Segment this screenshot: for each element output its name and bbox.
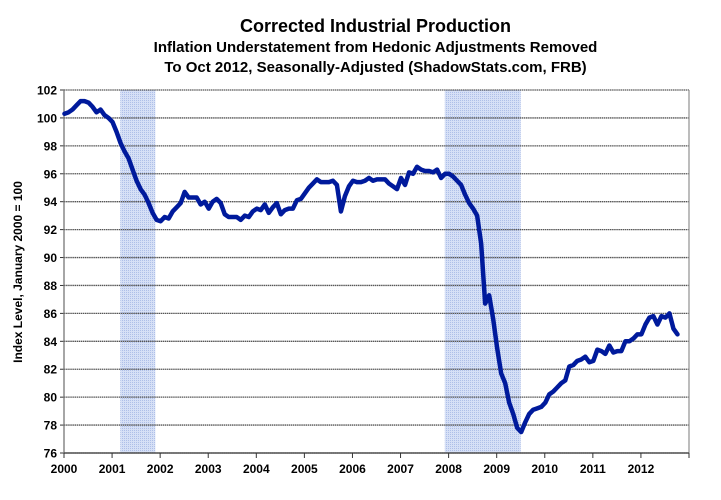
y-tick-label: 84 (44, 335, 58, 349)
y-tick-label: 90 (44, 251, 58, 265)
y-tick-label: 78 (44, 419, 58, 433)
y-tick-label: 76 (44, 447, 58, 461)
y-tick-label: 86 (44, 307, 58, 321)
y-tick-label: 94 (44, 195, 58, 209)
x-tick-label: 2003 (195, 462, 222, 476)
x-tick-label: 2004 (243, 462, 270, 476)
y-tick-label: 88 (44, 279, 58, 293)
x-tick-label: 2012 (628, 462, 655, 476)
x-tick-label: 2008 (435, 462, 462, 476)
chart-title: Corrected Industrial Production (239, 16, 512, 36)
x-tick-label: 2011 (580, 462, 606, 476)
recession-band (120, 90, 156, 453)
x-tick-label: 2000 (51, 462, 78, 476)
y-tick-label: 98 (44, 139, 58, 153)
y-tick-label: 100 (37, 111, 57, 125)
series-line (62, 98, 680, 435)
chart-subtitle-2: To Oct 2012, Seasonally-Adjusted (Shadow… (164, 59, 587, 76)
y-tick-label: 80 (44, 391, 58, 405)
y-tick-label: 102 (37, 84, 57, 98)
x-tick-label: 2001 (99, 462, 126, 476)
x-tick-label: 2010 (531, 462, 558, 476)
y-axis-label: Index Level, January 2000 = 100 (11, 181, 25, 363)
x-tick-label: 2007 (387, 462, 414, 476)
x-tick-label: 2009 (483, 462, 510, 476)
y-tick-label: 96 (44, 167, 58, 181)
y-tick-label: 82 (44, 363, 58, 377)
x-tick-label: 2005 (291, 462, 318, 476)
y-tick-label: 92 (44, 223, 58, 237)
x-tick-label: 2002 (147, 462, 174, 476)
chart-subtitle-1: Inflation Understatement from Hedonic Ad… (153, 39, 598, 56)
x-tick-label: 2006 (339, 462, 366, 476)
